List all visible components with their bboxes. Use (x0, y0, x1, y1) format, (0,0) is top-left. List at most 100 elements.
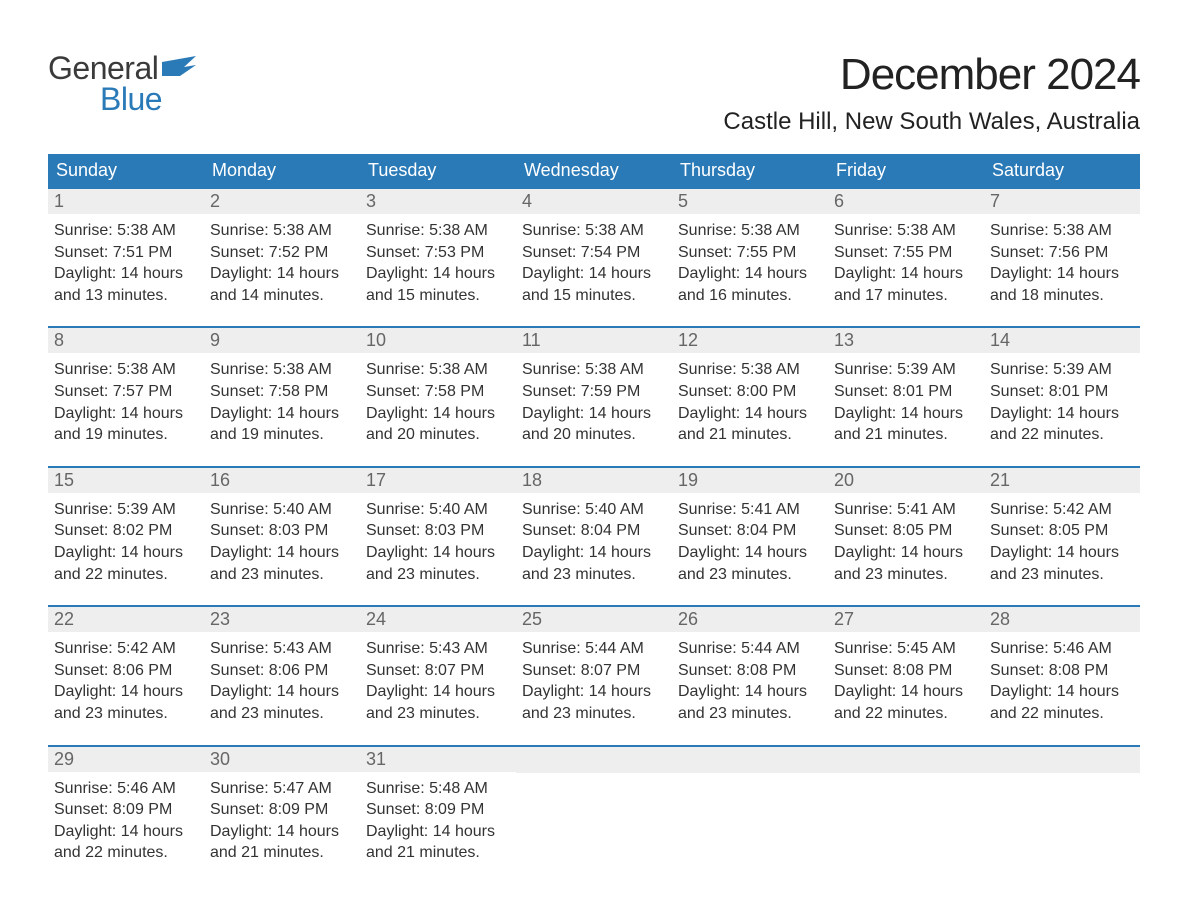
daylight-line: Daylight: 14 hours and 21 minutes. (834, 403, 978, 446)
flag-icon (162, 56, 196, 81)
sunset-line: Sunset: 7:53 PM (366, 242, 510, 264)
daylight-line: Daylight: 14 hours and 23 minutes. (678, 542, 822, 585)
day-number: 21 (984, 468, 1140, 493)
sunset-line: Sunset: 8:00 PM (678, 381, 822, 403)
calendar-day: 12Sunrise: 5:38 AMSunset: 8:00 PMDayligh… (672, 328, 828, 445)
day-number: 19 (672, 468, 828, 493)
calendar-day: 24Sunrise: 5:43 AMSunset: 8:07 PMDayligh… (360, 607, 516, 724)
dow-header: Tuesday (360, 154, 516, 187)
calendar-week: 22Sunrise: 5:42 AMSunset: 8:06 PMDayligh… (48, 605, 1140, 724)
day-number: 23 (204, 607, 360, 632)
dow-header: Friday (828, 154, 984, 187)
calendar-day: 31Sunrise: 5:48 AMSunset: 8:09 PMDayligh… (360, 747, 516, 864)
daylight-line: Daylight: 14 hours and 20 minutes. (522, 403, 666, 446)
sunset-line: Sunset: 7:51 PM (54, 242, 198, 264)
title-block: December 2024 Castle Hill, New South Wal… (723, 50, 1140, 136)
calendar-day: 17Sunrise: 5:40 AMSunset: 8:03 PMDayligh… (360, 468, 516, 585)
day-number: 18 (516, 468, 672, 493)
calendar-day: 29Sunrise: 5:46 AMSunset: 8:09 PMDayligh… (48, 747, 204, 864)
calendar-day: 3Sunrise: 5:38 AMSunset: 7:53 PMDaylight… (360, 189, 516, 306)
month-title: December 2024 (723, 50, 1140, 100)
sunrise-line: Sunrise: 5:45 AM (834, 638, 978, 660)
sunrise-line: Sunrise: 5:38 AM (522, 220, 666, 242)
weeks-container: 1 Sunrise: 5:38 AM Sunset: 7:51 PM Daylight… (48, 187, 1140, 864)
sunset-line: Sunset: 7:59 PM (522, 381, 666, 403)
day-details: Sunrise: 5:38 AMSunset: 8:00 PMDaylight:… (672, 353, 828, 445)
sunrise-line: Sunrise: 5:39 AM (990, 359, 1134, 381)
calendar-day: 2Sunrise: 5:38 AMSunset: 7:52 PMDaylight… (204, 189, 360, 306)
day-details: Sunrise: 5:42 AMSunset: 8:05 PMDaylight:… (984, 493, 1140, 585)
day-details: Sunrise: 5:42 AMSunset: 8:06 PMDaylight:… (48, 632, 204, 724)
day-number: 14 (984, 328, 1140, 353)
sunset-line: Sunset: 8:04 PM (522, 520, 666, 542)
calendar-day: 15Sunrise: 5:39 AMSunset: 8:02 PMDayligh… (48, 468, 204, 585)
sunset-line: Sunset: 7:52 PM (210, 242, 354, 264)
day-details: Sunrise: 5:43 AMSunset: 8:07 PMDaylight:… (360, 632, 516, 724)
day-details: Sunrise: 5:38 AMSunset: 7:55 PMDaylight:… (828, 214, 984, 306)
sunrise-line: Sunrise: 5:43 AM (210, 638, 354, 660)
sunrise-line: Sunrise: 5:40 AM (522, 499, 666, 521)
calendar-week: 8Sunrise: 5:38 AMSunset: 7:57 PMDaylight… (48, 326, 1140, 445)
daylight-line: Daylight: 14 hours and 14 minutes. (210, 263, 354, 306)
calendar-day: 22Sunrise: 5:42 AMSunset: 8:06 PMDayligh… (48, 607, 204, 724)
calendar-day: 25Sunrise: 5:44 AMSunset: 8:07 PMDayligh… (516, 607, 672, 724)
day-details: Sunrise: 5:39 AMSunset: 8:01 PMDaylight:… (984, 353, 1140, 445)
header: General Blue December 2024 Castle Hill, … (48, 50, 1140, 136)
sunset-line: Sunset: 8:07 PM (366, 660, 510, 682)
sunrise-line: Sunrise: 5:38 AM (54, 359, 198, 381)
sunset-line: Sunset: 8:08 PM (678, 660, 822, 682)
calendar-day: 30Sunrise: 5:47 AMSunset: 8:09 PMDayligh… (204, 747, 360, 864)
day-details: Sunrise: 5:46 AMSunset: 8:08 PMDaylight:… (984, 632, 1140, 724)
sunset-line: Sunset: 7:58 PM (366, 381, 510, 403)
sunrise-line: Sunrise: 5:46 AM (54, 778, 198, 800)
day-details: Sunrise: 5:44 AMSunset: 8:07 PMDaylight:… (516, 632, 672, 724)
day-number: 12 (672, 328, 828, 353)
sunrise-line: Sunrise: 5:48 AM (366, 778, 510, 800)
sunrise-line: Sunrise: 5:44 AM (522, 638, 666, 660)
day-number: 30 (204, 747, 360, 772)
calendar-day: 10Sunrise: 5:38 AMSunset: 7:58 PMDayligh… (360, 328, 516, 445)
sunset-line: Sunset: 8:08 PM (990, 660, 1134, 682)
sunset-line: Sunset: 8:03 PM (366, 520, 510, 542)
calendar-week: 29Sunrise: 5:46 AMSunset: 8:09 PMDayligh… (48, 745, 1140, 864)
daylight-line: Daylight: 14 hours and 18 minutes. (990, 263, 1134, 306)
day-details: Sunrise: 5:48 AMSunset: 8:09 PMDaylight:… (360, 772, 516, 864)
sunrise-line: Sunrise: 5:38 AM (834, 220, 978, 242)
day-details: Sunrise: 5:43 AMSunset: 8:06 PMDaylight:… (204, 632, 360, 724)
daylight-line: Daylight: 14 hours and 22 minutes. (990, 403, 1134, 446)
day-details: Sunrise: 5:38 AMSunset: 7:55 PMDaylight:… (672, 214, 828, 306)
sunset-line: Sunset: 8:02 PM (54, 520, 198, 542)
sunset-line: Sunset: 8:04 PM (678, 520, 822, 542)
calendar-day: 8Sunrise: 5:38 AMSunset: 7:57 PMDaylight… (48, 328, 204, 445)
day-details: Sunrise: 5:41 AMSunset: 8:05 PMDaylight:… (828, 493, 984, 585)
day-number: 25 (516, 607, 672, 632)
sunrise-line: Sunrise: 5:42 AM (990, 499, 1134, 521)
day-number: 11 (516, 328, 672, 353)
sunrise-line: Sunrise: 5:43 AM (366, 638, 510, 660)
day-number: 5 (672, 189, 828, 214)
sunset-line: Sunset: 7:55 PM (834, 242, 978, 264)
day-number (984, 747, 1140, 773)
sunrise-line: Sunrise: 5:38 AM (366, 220, 510, 242)
daylight-line: Daylight: 14 hours and 15 minutes. (522, 263, 666, 306)
daylight-line: Daylight: 14 hours and 22 minutes. (54, 542, 198, 585)
daylight-line: Daylight: 14 hours and 23 minutes. (366, 542, 510, 585)
sunrise-line: Sunrise: 5:38 AM (210, 359, 354, 381)
day-details: Sunrise: 5:38 AMSunset: 7:54 PMDaylight:… (516, 214, 672, 306)
day-number: 9 (204, 328, 360, 353)
day-number: 1 (48, 189, 204, 214)
sunset-line: Sunset: 7:58 PM (210, 381, 354, 403)
daylight-line: Daylight: 14 hours and 22 minutes. (54, 821, 198, 864)
sunrise-line: Sunrise: 5:42 AM (54, 638, 198, 660)
day-details: Sunrise: 5:38 AMSunset: 7:59 PMDaylight:… (516, 353, 672, 445)
sunrise-line: Sunrise: 5:44 AM (678, 638, 822, 660)
daylight-line: Daylight: 14 hours and 22 minutes. (990, 681, 1134, 724)
sunset-line: Sunset: 7:56 PM (990, 242, 1134, 264)
calendar-day: 1Sunrise: 5:38 AMSunset: 7:51 PMDaylight… (48, 189, 204, 306)
day-number (672, 747, 828, 773)
day-number: 22 (48, 607, 204, 632)
sunset-line: Sunset: 8:05 PM (990, 520, 1134, 542)
calendar-day: 11Sunrise: 5:38 AMSunset: 7:59 PMDayligh… (516, 328, 672, 445)
day-details: Sunrise: 5:40 AMSunset: 8:04 PMDaylight:… (516, 493, 672, 585)
day-number: 6 (828, 189, 984, 214)
